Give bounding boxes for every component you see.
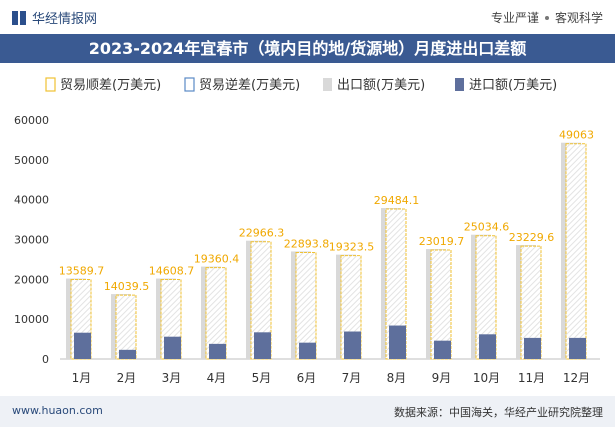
footer-source: 数据来源：中国海关，华经产业研究院整理 (394, 406, 603, 419)
bar-surplus (565, 143, 587, 360)
x-tick-label: 9月 (432, 371, 452, 385)
data-label-surplus: 14608.7 (149, 265, 195, 278)
x-tick-label: 3月 (162, 371, 182, 385)
bar-surplus (250, 241, 272, 360)
top-bar: 华经情报网 专业严谨 客观科学 (0, 0, 615, 34)
data-label-surplus: 22966.3 (239, 227, 285, 240)
bar-import (434, 340, 451, 359)
data-label-surplus: 13589.7 (59, 265, 105, 278)
brand[interactable]: 华经情报网 (12, 8, 97, 27)
x-tick-label: 2月 (117, 371, 137, 385)
bar-import (164, 336, 181, 359)
x-tick-label: 8月 (387, 371, 407, 385)
bar-import (479, 334, 496, 359)
bar-import (119, 349, 136, 359)
legend-import-label: 进口额(万美元) (469, 78, 557, 93)
bar-import (299, 342, 316, 359)
data-label-surplus: 22893.8 (284, 237, 330, 250)
legend-surplus-swatch (45, 77, 56, 92)
chart-title: 2023-2024年宜春市（境内目的地/货源地）月度进出口差额 (88, 39, 527, 58)
data-label-surplus: 19360.4 (194, 253, 240, 266)
y-tick-label: 40000 (14, 194, 49, 207)
data-label-surplus: 49063 (559, 129, 594, 142)
data-label-surplus: 23019.7 (419, 235, 465, 248)
y-tick-label: 50000 (14, 154, 49, 167)
x-tick-label: 4月 (207, 371, 227, 385)
header-tags: 专业严谨 客观科学 (491, 9, 603, 26)
y-tick-label: 10000 (14, 313, 49, 326)
x-tick-label: 12月 (563, 371, 590, 385)
x-tick-label: 11月 (518, 371, 545, 385)
x-tick-label: 10月 (473, 371, 500, 385)
data-label-surplus: 14039.5 (104, 280, 150, 293)
legend-surplus: 贸易顺差(万美元) (45, 77, 161, 93)
bar-import (344, 331, 361, 359)
legend-export-swatch (323, 78, 332, 91)
x-tick-label: 5月 (252, 371, 272, 385)
data-label-surplus: 29484.1 (374, 194, 420, 207)
legend-export: 出口额(万美元) (323, 78, 425, 93)
chart-svg: 贸易顺差(万美元) 贸易逆差(万美元) 出口额(万美元) 进口额(万美元) 0 10000… (14, 77, 600, 385)
bar-import (389, 325, 406, 359)
y-tick-label: 60000 (14, 114, 49, 127)
bar-import (74, 332, 91, 359)
brand-name: 华经情报网 (32, 12, 98, 27)
footer: www.huaon.com 数据来源：中国海关，华经产业研究院整理 (0, 396, 615, 427)
bar-import (254, 332, 271, 359)
legend-export-label: 出口额(万美元) (337, 78, 425, 93)
data-label-surplus: 23229.6 (509, 231, 555, 244)
bar-import (524, 337, 541, 359)
legend-import: 进口额(万美元) (455, 78, 557, 93)
bar-import (209, 343, 226, 359)
bar-surplus (385, 208, 407, 360)
footer-website[interactable]: www.huaon.com (12, 404, 103, 417)
y-tick-label: 30000 (14, 234, 49, 247)
x-tick-label: 7月 (342, 371, 362, 385)
x-tick-label: 6月 (297, 371, 317, 385)
title-bar: 2023-2024年宜春市（境内目的地/货源地）月度进出口差额 (0, 34, 615, 63)
legend-deficit-label: 贸易逆差(万美元) (199, 77, 300, 93)
y-tick-label: 20000 (14, 273, 49, 286)
legend-deficit-swatch (184, 77, 195, 92)
bar-surplus (115, 294, 137, 360)
data-label-surplus: 25034.6 (464, 221, 510, 234)
tag-objective: 客观科学 (554, 11, 603, 25)
brand-logo-icon (12, 10, 26, 25)
separator-dot-icon (544, 15, 549, 20)
bar-import (569, 337, 586, 359)
y-tick-label: 0 (42, 353, 49, 366)
legend-deficit: 贸易逆差(万美元) (184, 77, 300, 93)
legend-surplus-label: 贸易顺差(万美元) (60, 78, 161, 93)
data-label-surplus: 19323.5 (329, 241, 375, 254)
x-tick-label: 1月 (72, 371, 92, 385)
legend-import-swatch (455, 78, 464, 91)
tag-professional: 专业严谨 (490, 11, 539, 25)
